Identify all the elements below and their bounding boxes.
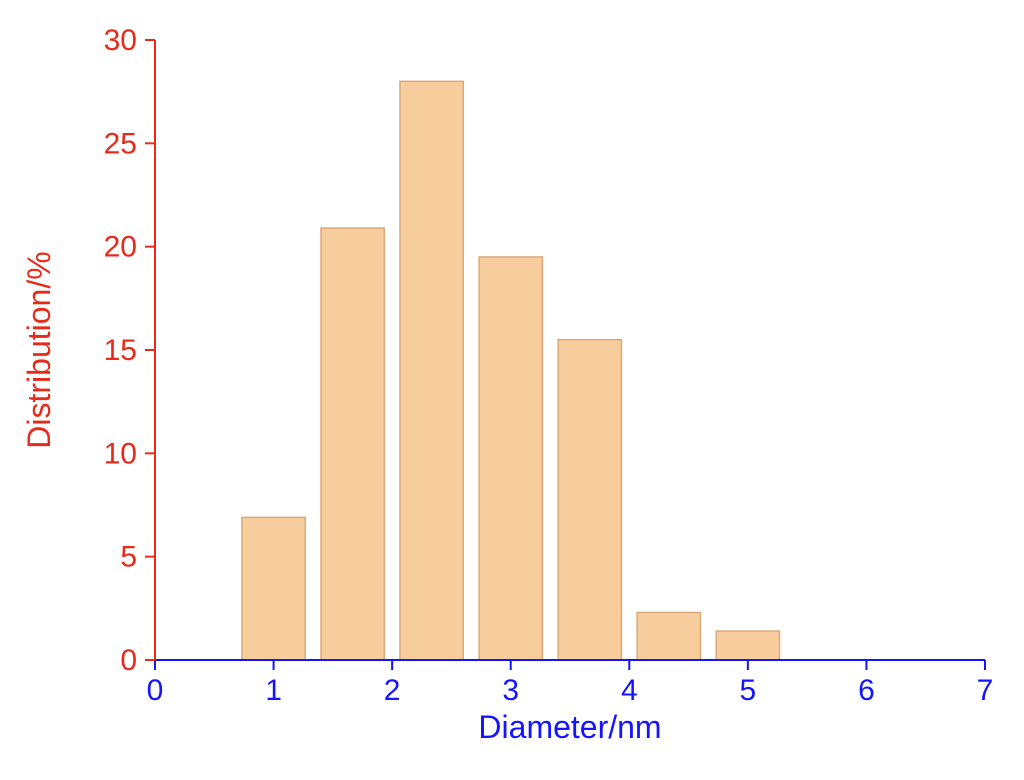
x-tick-label: 5	[740, 674, 757, 707]
x-tick-label: 7	[977, 674, 994, 707]
histogram-bar	[558, 340, 621, 660]
histogram-bar	[242, 517, 305, 660]
y-tick-label: 5	[120, 541, 137, 574]
y-tick-label: 10	[104, 437, 137, 470]
y-tick-label: 0	[120, 644, 137, 677]
chart-svg: 0 1 2 3 4 5 6 7 0 5 10 15 20 25 30 Diameter/nm Distribut…	[0, 0, 1024, 780]
histogram-bar	[716, 631, 779, 660]
x-tick-label: 0	[147, 674, 164, 707]
y-tick-label: 25	[104, 127, 137, 160]
y-tick-label: 30	[104, 24, 137, 57]
histogram-bar	[637, 612, 700, 660]
x-tick-label: 6	[858, 674, 875, 707]
x-axis-title: Diameter/nm	[478, 709, 661, 745]
x-tick-label: 1	[265, 674, 282, 707]
x-tick-label: 4	[621, 674, 638, 707]
y-tick-label: 15	[104, 334, 137, 367]
x-tick-label: 3	[502, 674, 519, 707]
y-tick-label: 20	[104, 231, 137, 264]
histogram-bar	[321, 228, 384, 660]
x-tick-label: 2	[384, 674, 401, 707]
histogram-bar	[479, 257, 542, 660]
histogram-bar	[400, 81, 463, 660]
histogram-chart: 0 1 2 3 4 5 6 7 0 5 10 15 20 25 30 Diameter/nm Distribut…	[0, 0, 1024, 780]
y-axis-title: Distribution/%	[21, 251, 57, 448]
